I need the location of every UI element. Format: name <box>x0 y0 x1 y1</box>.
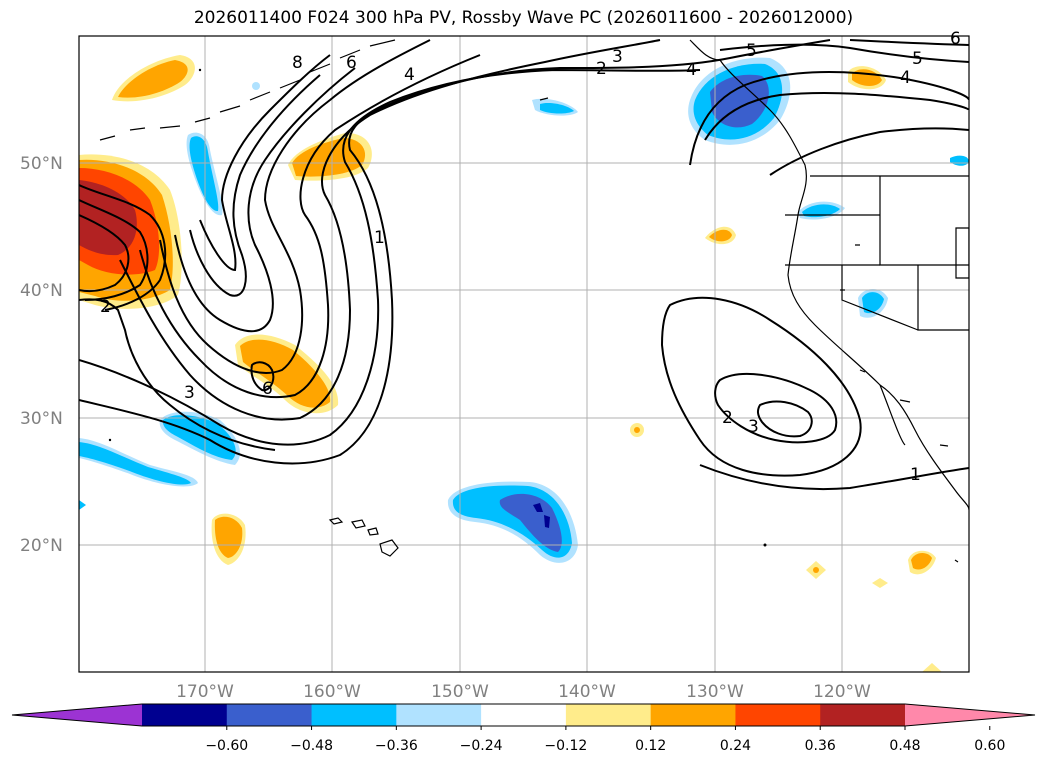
contour-label: 6 <box>950 29 961 49</box>
colorbar-outline <box>11 703 1036 727</box>
colorbar-segment <box>820 704 906 726</box>
colorbar-segment <box>650 704 736 726</box>
pv-contours <box>79 39 969 491</box>
colorbar-tick-label: 0.60 <box>974 738 1005 754</box>
colorbar-tick-label: 0.36 <box>805 738 836 754</box>
contour-label-group: 8 6 4 2 3 4 5 5 4 1 2 3 6 2 3 1 6 <box>100 29 961 485</box>
tiny-markers <box>108 68 767 547</box>
latitude-labels: 50°N 40°N 30°N 20°N <box>20 154 63 556</box>
contour-label: 6 <box>262 379 273 399</box>
plot-frame <box>78 35 970 673</box>
colorbar-tick-label: −0.12 <box>544 738 587 754</box>
colorbar-tick-label: −0.60 <box>205 738 248 754</box>
lat-label: 50°N <box>20 154 63 174</box>
contour-label: 4 <box>404 65 415 85</box>
contour-label: 3 <box>748 417 759 437</box>
lat-label: 30°N <box>20 409 63 429</box>
plot-area <box>79 36 969 672</box>
contour-label: 2 <box>100 297 111 317</box>
lat-label: 20°N <box>20 536 63 556</box>
contour-label: 1 <box>910 465 921 485</box>
colorbar-tick-label: 0.24 <box>720 738 751 754</box>
coastlines <box>99 39 969 563</box>
colorbar-arrow-high <box>905 704 1035 726</box>
lon-label: 160°W <box>303 682 361 702</box>
colorbar-segment <box>311 704 397 726</box>
colorbar-tick-label: 0.12 <box>635 738 666 754</box>
lon-label: 120°W <box>813 682 871 702</box>
colorbar-segment <box>142 704 228 726</box>
colorbar-tick-label: −0.48 <box>290 738 333 754</box>
contour-label: 3 <box>612 47 623 67</box>
contour-label: 5 <box>912 49 923 69</box>
contour-label: 1 <box>374 228 385 248</box>
colorbar-segment <box>481 704 567 726</box>
colorbar-arrow-low <box>12 704 142 726</box>
colorbar: −0.60 −0.48 −0.36 −0.24 −0.12 0.12 0.24 0.36 0.4… <box>11 703 1036 754</box>
colorbar-tick-label: 0.48 <box>889 738 920 754</box>
contour-label: 4 <box>900 68 911 88</box>
contour-label: 2 <box>596 59 607 79</box>
colorbar-tick-label: −0.24 <box>460 738 503 754</box>
contour-label: 2 <box>722 408 733 428</box>
lon-label: 170°W <box>176 682 234 702</box>
colorbar-segment <box>735 704 821 726</box>
contour-label: 8 <box>292 53 303 73</box>
lon-label: 130°W <box>686 682 744 702</box>
lon-label: 150°W <box>431 682 489 702</box>
lat-label: 40°N <box>20 281 63 301</box>
contour-label: 4 <box>686 60 697 80</box>
colorbar-tick-label: −0.36 <box>375 738 418 754</box>
contour-label: 6 <box>346 53 357 73</box>
contour-label: 5 <box>746 41 757 61</box>
map-title: 2026011400 F024 300 hPa PV, Rossby Wave … <box>193 8 854 28</box>
colorbar-segment <box>565 704 652 726</box>
lon-label: 140°W <box>558 682 616 702</box>
gridlines <box>79 36 969 672</box>
contour-label: 3 <box>184 383 195 403</box>
colorbar-segment <box>396 704 482 726</box>
colorbar-segment <box>226 704 313 726</box>
longitude-labels: 170°W 160°W 150°W 140°W 130°W 120°W <box>176 682 871 702</box>
